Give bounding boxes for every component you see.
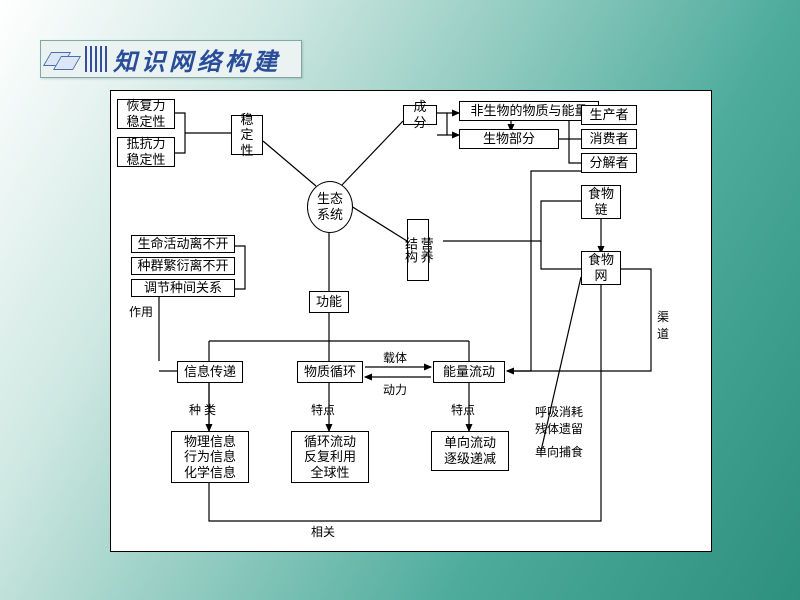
node-shiwuwang: 食物 网	[581, 251, 621, 285]
node-tiaojie: 调节种间关系	[131, 279, 235, 297]
label-dongli: 动力	[383, 381, 407, 398]
node-shengwubufen: 生物部分	[459, 129, 559, 149]
book-icon	[45, 46, 81, 72]
node-nengliang: 能量流动	[433, 361, 505, 383]
label-zaiti: 载体	[383, 349, 407, 366]
label-xiangguan: 相关	[311, 523, 335, 540]
label-huxi: 呼吸消耗 残体遗留	[535, 403, 583, 437]
node-chengfen: 成分	[403, 105, 437, 125]
node-shengming: 生命活动离不开	[131, 235, 235, 253]
node-xinxi: 信息传递	[177, 361, 243, 383]
title-banner: 知识网络构建	[40, 40, 302, 78]
label-tedian1: 特点	[311, 401, 335, 418]
label-danxiangbushi: 单向捕食	[535, 443, 583, 460]
label-zhonglei: 种 类	[189, 401, 216, 418]
label-tedian2: 特点	[451, 401, 475, 418]
node-wuzhi: 物质循环	[297, 361, 363, 383]
node-fenjiezhe: 分解者	[581, 153, 637, 173]
node-dikang: 抵抗力 稳定性	[117, 137, 175, 167]
diagram-frame: 恢复力 稳定性 抵抗力 稳定性 稳定 性 生态 系统 成分 非生物的物质与能量 …	[110, 90, 712, 552]
node-huifu: 恢复力 稳定性	[117, 99, 175, 129]
node-yingyang: 营养 结构	[407, 219, 429, 281]
page-title: 知识网络构建	[113, 42, 281, 77]
node-xiaofeizhe: 消费者	[581, 129, 637, 149]
node-shiwulian: 食物 链	[581, 185, 621, 219]
node-danxiang: 单向流动 逐级递减	[431, 431, 509, 471]
node-feishengwu: 非生物的物质与能量	[459, 101, 599, 121]
label-qudao: 渠 道	[657, 309, 669, 343]
node-gongneng: 功能	[309, 291, 349, 313]
node-center: 生态 系统	[307, 181, 353, 233]
node-shengchanzhe: 生产者	[581, 105, 637, 125]
node-xunhuan: 循环流动 反复利用 全球性	[291, 431, 369, 483]
stripes-icon	[85, 46, 107, 72]
node-wendingxing: 稳定 性	[231, 115, 263, 155]
node-wuliinfo: 物理信息 行为信息 化学信息	[171, 431, 249, 483]
label-zuoyong: 作用	[129, 303, 153, 320]
node-zhongqun: 种群繁衍离不开	[131, 257, 235, 275]
